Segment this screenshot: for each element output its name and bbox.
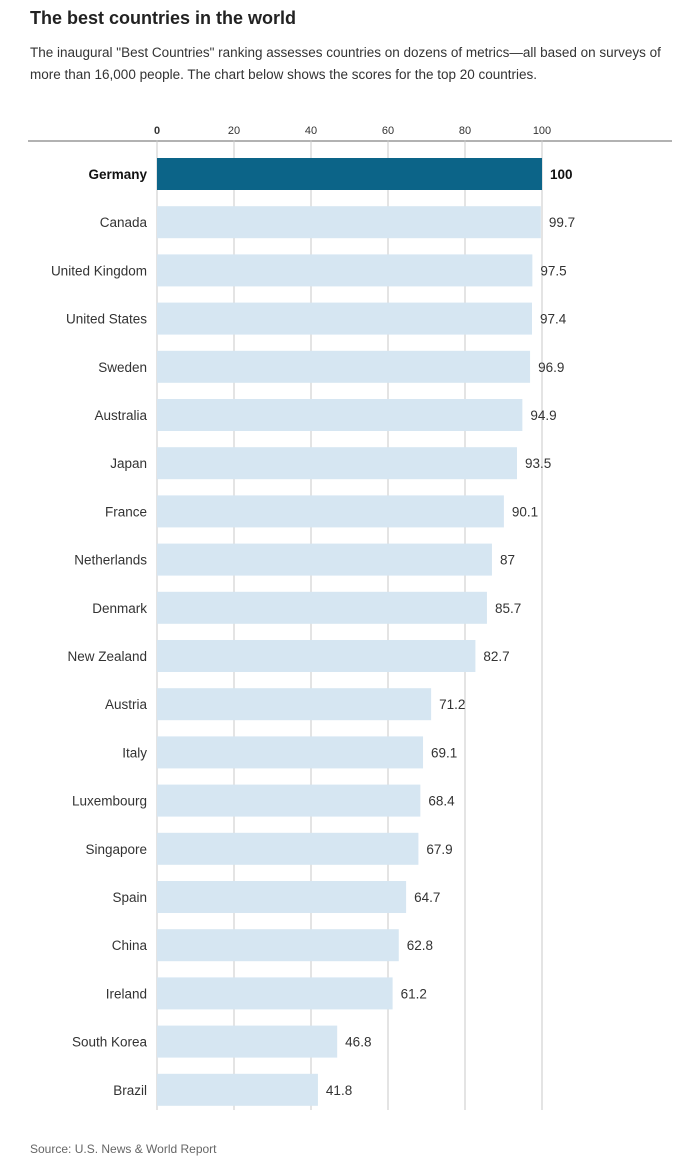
value-label: 85.7 (495, 601, 521, 616)
bar (157, 543, 492, 576)
x-tick-label: 100 (533, 125, 551, 137)
bar (157, 977, 393, 1010)
source-note: Source: U.S. News & World Report (30, 1142, 217, 1156)
value-label: 61.2 (401, 986, 427, 1001)
value-label: 97.4 (540, 312, 567, 327)
category-label: Canada (100, 215, 148, 230)
x-tick-label: 40 (305, 125, 317, 137)
category-label: Singapore (85, 842, 147, 857)
x-tick-label: 80 (459, 125, 471, 137)
value-label: 97.5 (540, 263, 566, 278)
bar (157, 399, 523, 431)
value-label: 68.4 (428, 794, 455, 809)
category-label: New Zealand (67, 649, 147, 664)
value-label: 99.7 (549, 215, 575, 230)
value-label: 46.8 (345, 1035, 371, 1050)
bar (157, 206, 541, 239)
bar (157, 929, 399, 962)
category-label: Japan (110, 456, 147, 471)
category-label: Ireland (106, 986, 147, 1001)
category-label: Sweden (98, 360, 147, 375)
bar (157, 736, 424, 769)
category-label: Italy (122, 745, 147, 760)
value-label: 71.2 (439, 697, 465, 712)
bar (157, 447, 517, 480)
bar (157, 784, 421, 817)
category-label: Denmark (92, 601, 147, 616)
value-label: 64.7 (414, 890, 440, 905)
bar (157, 495, 504, 528)
category-label: United States (66, 312, 147, 327)
category-label: Brazil (113, 1083, 147, 1098)
value-label: 67.9 (426, 842, 452, 857)
category-label: Australia (94, 408, 147, 423)
value-label: 69.1 (431, 745, 457, 760)
category-label: Germany (88, 167, 147, 182)
value-label: 62.8 (407, 938, 433, 953)
bar (157, 688, 432, 721)
bar (157, 302, 532, 335)
bar (157, 881, 407, 913)
bar (157, 350, 531, 383)
category-label: United Kingdom (51, 263, 147, 278)
x-tick-label: 0 (154, 125, 160, 137)
category-label: Spain (112, 890, 147, 905)
value-label: 96.9 (538, 360, 564, 375)
bar (157, 1073, 318, 1106)
x-tick-label: 60 (382, 125, 394, 137)
category-label: Netherlands (74, 553, 147, 568)
value-label: 87 (500, 553, 515, 568)
category-label: France (105, 504, 147, 519)
category-label: China (112, 938, 148, 953)
value-label: 94.9 (530, 408, 556, 423)
value-label: 90.1 (512, 504, 538, 519)
bar (157, 254, 533, 287)
category-label: Luxembourg (72, 794, 147, 809)
bar (157, 158, 542, 190)
bar-chart: 0 20 40 60 80 100 Germany 100 Canada 99.7 United K… (28, 125, 672, 1110)
value-label: 100 (550, 167, 573, 182)
value-label: 82.7 (483, 649, 509, 664)
category-label: Austria (105, 697, 148, 712)
bar (157, 591, 487, 624)
value-label: 41.8 (326, 1083, 352, 1098)
x-tick-label: 20 (228, 125, 240, 137)
bar (157, 640, 476, 672)
category-label: South Korea (72, 1035, 148, 1050)
value-label: 93.5 (525, 456, 551, 471)
chart-title: The best countries in the world (30, 8, 297, 28)
bar (157, 1025, 338, 1058)
bar (157, 832, 419, 865)
chart-subtitle: The inaugural "Best Countries" ranking a… (30, 45, 661, 82)
